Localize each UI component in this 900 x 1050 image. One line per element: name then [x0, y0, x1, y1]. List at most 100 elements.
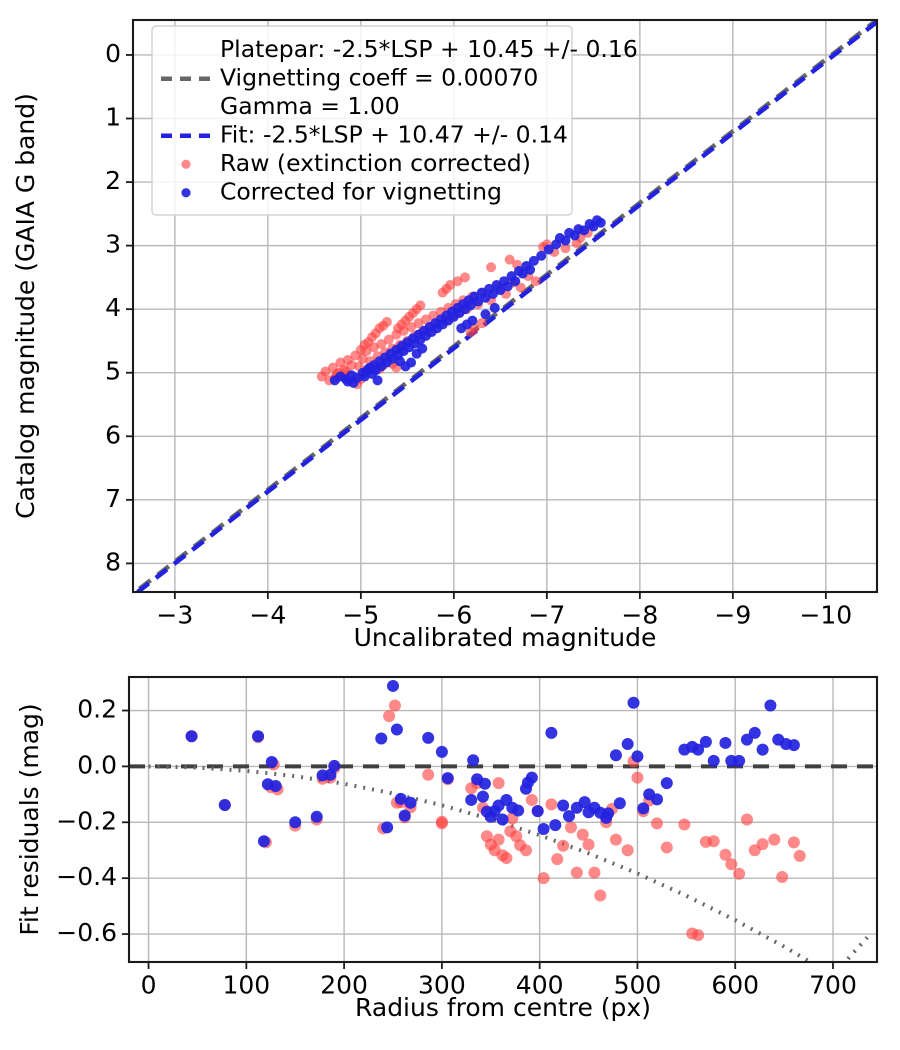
data-point: [289, 816, 302, 829]
data-point: [348, 377, 359, 388]
data-point: [375, 732, 388, 745]
data-point: [404, 796, 417, 809]
data-point: [435, 745, 448, 758]
data-point: [660, 777, 673, 790]
y-tick-label: 3: [105, 230, 121, 259]
reference-line-vignetting-model: [148, 764, 869, 962]
data-point: [415, 300, 426, 311]
data-point: [435, 815, 448, 828]
data-point: [502, 281, 513, 292]
data-point: [707, 835, 720, 848]
x-tick-label: 400: [516, 970, 564, 999]
data-point: [740, 813, 753, 826]
y-tick-label: 5: [105, 357, 121, 386]
data-point: [748, 726, 761, 739]
data-point: [460, 272, 471, 283]
y-axis-title: Fit residuals (mag): [15, 703, 44, 935]
data-point: [476, 318, 487, 329]
data-point: [557, 799, 570, 812]
data-point: [381, 316, 392, 327]
data-point: [564, 227, 575, 238]
data-point: [692, 929, 705, 942]
data-point: [398, 809, 411, 822]
data-point: [530, 276, 541, 287]
series-raw-extinction-corrected-: [316, 227, 593, 390]
reference-line-fit: [136, 20, 877, 592]
x-tick-label: −7: [528, 600, 565, 629]
data-point: [651, 793, 663, 806]
data-point: [756, 838, 769, 851]
data-point: [492, 777, 505, 790]
data-point: [531, 805, 544, 818]
x-tick-label: 200: [320, 970, 368, 999]
data-point: [764, 699, 777, 712]
x-tick-label: −5: [342, 600, 379, 629]
data-point: [265, 755, 278, 768]
y-tick-label: 0.0: [77, 750, 117, 779]
data-point: [740, 733, 753, 746]
data-point: [537, 823, 550, 835]
data-point: [560, 243, 571, 254]
data-point: [525, 264, 536, 275]
data-point: [545, 798, 558, 811]
data-point: [417, 343, 428, 354]
data-point: [678, 818, 691, 831]
data-point: [592, 215, 603, 226]
data-point: [480, 309, 491, 320]
data-point: [651, 817, 663, 830]
data-point: [406, 357, 417, 368]
data-point: [519, 844, 532, 857]
data-point: [594, 889, 607, 902]
data-point: [390, 723, 403, 736]
data-point: [707, 754, 720, 767]
x-tick-label: 100: [222, 970, 270, 999]
data-point: [776, 871, 789, 884]
data-point: [480, 292, 491, 303]
data-point: [492, 833, 505, 846]
data-layer: [129, 679, 877, 962]
data-point: [621, 844, 634, 857]
data-point: [452, 276, 463, 287]
data-point: [576, 828, 589, 841]
data-point: [394, 792, 407, 805]
data-point: [631, 771, 644, 784]
data-point: [600, 811, 613, 824]
data-point: [631, 750, 644, 763]
data-point: [588, 866, 601, 879]
axes-frame: [131, 18, 879, 594]
data-point: [383, 710, 396, 723]
legend-entry-label: Vignetting coeff = 0.00070: [220, 63, 538, 91]
data-point: [584, 219, 595, 230]
data-point: [787, 739, 800, 752]
data-point: [521, 776, 534, 789]
data-point: [269, 779, 282, 792]
data-point: [487, 288, 498, 299]
data-point: [543, 244, 554, 255]
data-point: [756, 743, 769, 756]
legend-entry-label: Raw (extinction corrected): [220, 149, 531, 177]
data-point: [257, 835, 270, 848]
data-point: [381, 821, 394, 834]
data-point: [517, 268, 528, 279]
y-axis-title: Catalog magnitude (GAIA G band): [11, 93, 40, 519]
data-point: [496, 813, 509, 826]
y-tick-label: 4: [105, 293, 121, 322]
legend-entry-label: Fit: -2.5*LSP + 10.47 +/- 0.14: [220, 120, 568, 148]
y-tick-label: 0: [105, 39, 121, 68]
legend-dot-swatch: [181, 159, 191, 169]
y-tick-label: −0.2: [56, 806, 117, 835]
data-point: [719, 736, 732, 749]
legend-box: [151, 25, 573, 216]
data-point: [387, 679, 399, 692]
data-point: [500, 852, 513, 865]
data-point: [478, 777, 491, 790]
data-layer: [136, 20, 877, 592]
data-point: [441, 772, 454, 785]
data-point: [376, 339, 387, 350]
data-point: [495, 285, 506, 296]
data-point: [609, 833, 622, 846]
data-point: [613, 797, 626, 810]
data-point: [549, 819, 562, 832]
data-point: [609, 749, 622, 762]
